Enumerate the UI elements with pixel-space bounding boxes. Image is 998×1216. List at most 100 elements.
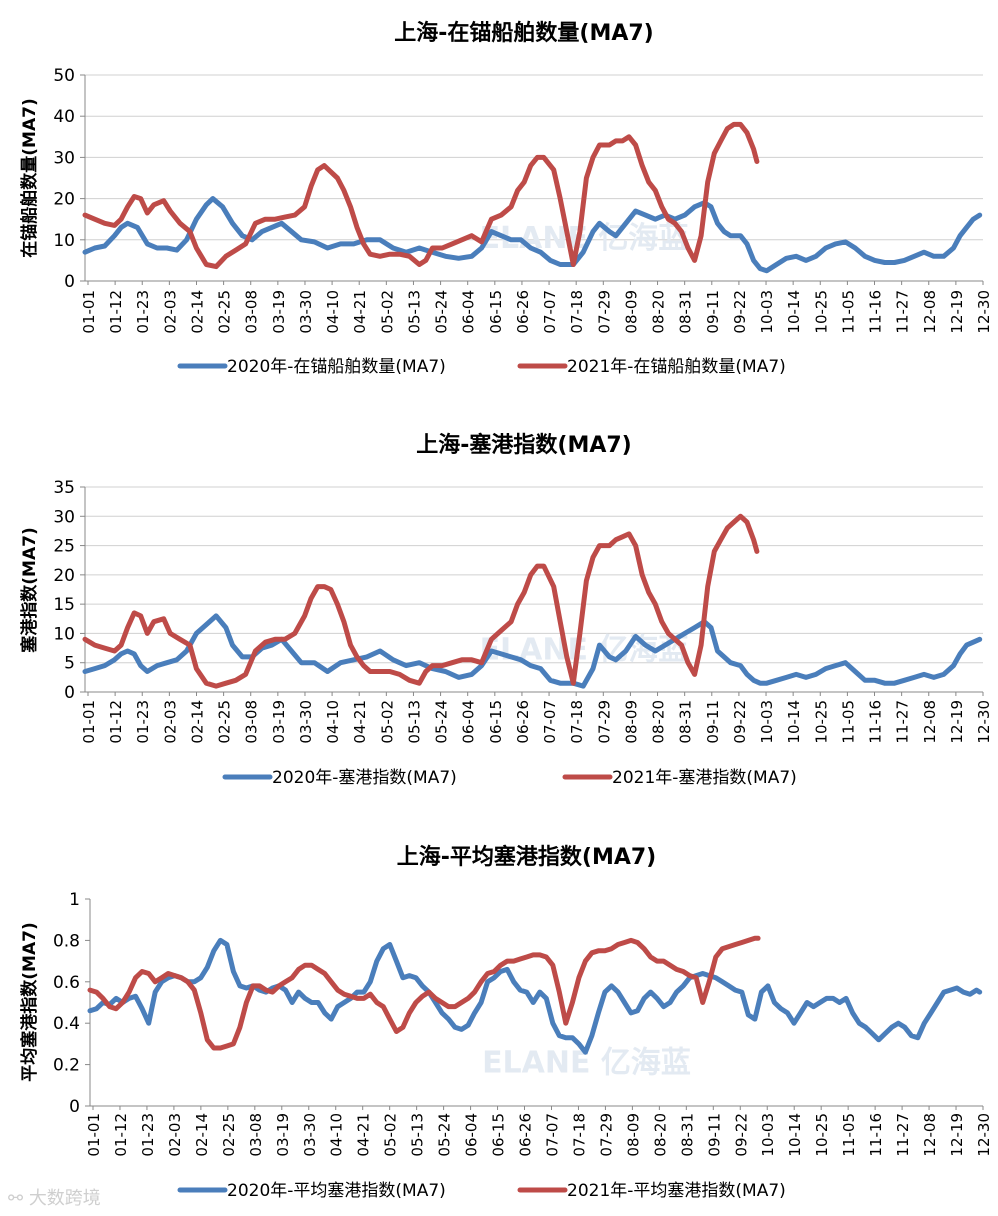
x-tick-label: 12-19	[948, 700, 966, 744]
series-line-2021	[82, 121, 760, 270]
x-tick-label: 07-29	[597, 1113, 615, 1157]
x-tick-label: 01-01	[80, 290, 98, 334]
x-tick-label: 10-25	[812, 700, 830, 744]
legend-label: 2021年-塞港指数(MA7)	[612, 768, 797, 788]
x-tick-label: 04-10	[328, 1113, 346, 1157]
x-tick-label: 03-30	[297, 290, 315, 334]
y-tick-label: 0	[64, 272, 75, 292]
x-tick-label: 03-08	[247, 1113, 265, 1157]
x-tick-label: 02-14	[188, 700, 206, 744]
chart-title: 上海-塞港指数(MA7)	[416, 432, 631, 458]
y-tick-label: 35	[53, 478, 75, 498]
x-tick-label: 10-03	[758, 290, 776, 334]
legend-label: 2020年-平均塞港指数(MA7)	[227, 1181, 446, 1201]
x-tick-label: 08-31	[677, 290, 695, 334]
x-tick-label: 10-03	[759, 1113, 777, 1157]
x-tick-label: 08-20	[651, 1113, 669, 1157]
x-tick-label: 07-29	[595, 700, 613, 744]
x-tick-label: 05-13	[409, 1113, 427, 1157]
chart-title: 上海-在锚船舶数量(MA7)	[394, 20, 653, 46]
x-tick-label: 12-30	[975, 290, 993, 334]
chart-2: 上海-塞港指数(MA7) 塞港指数(MA7) 0 5 10 15 20 25 30 35 01-01…	[19, 432, 993, 788]
x-tick-label: 03-08	[243, 700, 261, 744]
y-tick-label: 50	[53, 66, 75, 86]
x-tick-label: 07-07	[543, 1113, 561, 1157]
x-tick-label: 08-09	[624, 1113, 642, 1157]
chart-1: 上海-在锚船舶数量(MA7) 在锚船舶数量(MA7) 0 10 20 30 40 50 01-0…	[19, 20, 993, 377]
y-tick-label: 0.2	[53, 1056, 80, 1076]
x-tick-label: 04-21	[351, 700, 369, 744]
y-tick-label: 1	[69, 890, 80, 910]
x-tick-label: 06-15	[487, 290, 505, 334]
y-tick-label: 10	[53, 624, 75, 644]
x-tick-label: 05-13	[405, 290, 423, 334]
brand-label: 大数跨境	[28, 1188, 101, 1209]
y-tick-label: 0	[64, 683, 75, 703]
x-tick-label: 07-07	[541, 290, 559, 334]
x-tick-label: 05-24	[433, 700, 451, 744]
x-tick-label: 04-10	[324, 700, 342, 744]
x-tick-label: 11-27	[894, 700, 912, 744]
y-tick-label: 0	[69, 1097, 80, 1117]
x-tick-label: 11-16	[867, 1113, 885, 1157]
y-tick-label: 10	[53, 231, 75, 251]
series-line-2021	[87, 935, 761, 1051]
x-tick-label: 02-03	[161, 290, 179, 334]
x-tick-label: 05-02	[378, 700, 396, 744]
x-tick-label: 12-30	[975, 1113, 993, 1157]
x-tick-label: 09-11	[704, 700, 722, 744]
x-tick-label: 06-15	[487, 700, 505, 744]
x-tick-label: 11-27	[894, 1113, 912, 1157]
x-tick-label: 04-21	[355, 1113, 373, 1157]
x-tick-label: 06-04	[460, 700, 478, 744]
x-tick-label: 01-23	[134, 290, 152, 334]
x-tick-label: 07-18	[570, 1113, 588, 1157]
x-tick-label: 06-26	[514, 290, 532, 334]
x-tick-label: 09-22	[731, 290, 749, 334]
y-axis-label: 平均塞港指数(MA7)	[19, 922, 40, 1081]
series-line-2021	[82, 513, 760, 689]
x-tick-label: 10-03	[758, 700, 776, 744]
series-line-2020	[87, 937, 983, 1055]
y-tick-label: 15	[53, 595, 75, 615]
x-tick-label: 10-14	[785, 290, 803, 334]
y-axis-label: 在锚船舶数量(MA7)	[19, 98, 40, 257]
x-tick-label: 08-09	[622, 700, 640, 744]
x-tick-label: 08-31	[677, 700, 695, 744]
x-tick-label: 11-05	[840, 1113, 858, 1157]
x-tick-label: 06-04	[460, 290, 478, 334]
x-tick-label: 05-02	[382, 1113, 400, 1157]
y-tick-label: 20	[53, 190, 75, 210]
x-tick-label: 07-18	[568, 290, 586, 334]
x-tick-label: 06-15	[490, 1113, 508, 1157]
y-tick-label: 0.6	[53, 973, 80, 993]
brand-watermark: ⚯ 大数跨境	[8, 1188, 101, 1209]
chart-title: 上海-平均塞港指数(MA7)	[397, 844, 656, 870]
x-tick-label: 08-31	[678, 1113, 696, 1157]
x-tick-label: 01-01	[85, 1113, 103, 1157]
legend-label: 2020年-塞港指数(MA7)	[272, 768, 457, 788]
x-tick-label: 03-19	[270, 700, 288, 744]
x-tick-label: 12-08	[921, 1113, 939, 1157]
y-tick-label: 30	[53, 507, 75, 527]
x-tick-label: 01-12	[107, 700, 125, 744]
x-tick-label: 09-22	[731, 700, 749, 744]
x-tick-label: 09-22	[732, 1113, 750, 1157]
x-tick-label: 08-20	[650, 290, 668, 334]
x-tick-label: 11-16	[867, 290, 885, 334]
series-line-2020	[82, 613, 983, 689]
x-tick-label: 11-27	[894, 290, 912, 334]
y-tick-label: 25	[53, 537, 75, 557]
x-tick-label: 07-18	[568, 700, 586, 744]
legend-label: 2020年-在锚船舶数量(MA7)	[227, 357, 446, 377]
x-tick-label: 05-24	[436, 1113, 454, 1157]
x-tick-label: 01-23	[134, 700, 152, 744]
x-tick-label: 02-25	[216, 290, 234, 334]
x-tick-label: 06-26	[517, 1113, 535, 1157]
y-tick-label: 0.8	[53, 931, 80, 951]
y-tick-label: 30	[53, 148, 75, 168]
x-tick-label: 05-24	[433, 290, 451, 334]
x-tick-label: 05-02	[378, 290, 396, 334]
x-tick-label: 02-03	[166, 1113, 184, 1157]
x-tick-label: 11-05	[839, 290, 857, 334]
